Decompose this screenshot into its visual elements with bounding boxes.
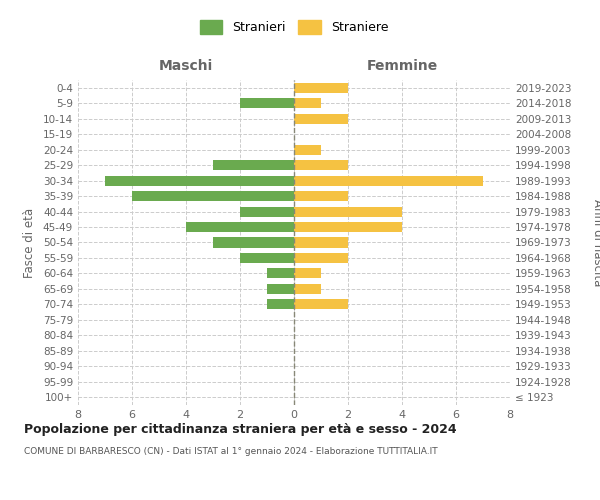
Bar — [240, 206, 294, 216]
Text: Maschi: Maschi — [159, 58, 213, 72]
Bar — [294, 98, 321, 108]
Bar — [267, 268, 294, 278]
Y-axis label: Fasce di età: Fasce di età — [23, 208, 36, 278]
Text: Femmine: Femmine — [367, 58, 437, 72]
Bar — [294, 176, 483, 186]
Bar — [294, 114, 348, 124]
Bar — [267, 300, 294, 310]
Bar — [294, 268, 321, 278]
Bar — [132, 191, 294, 201]
Bar — [267, 284, 294, 294]
Bar — [294, 253, 348, 263]
Bar — [294, 300, 348, 310]
Bar — [240, 98, 294, 108]
Bar — [294, 284, 321, 294]
Bar — [186, 222, 294, 232]
Bar — [294, 160, 348, 170]
Bar — [213, 238, 294, 248]
Bar — [105, 176, 294, 186]
Bar — [294, 238, 348, 248]
Bar — [294, 206, 402, 216]
Bar — [294, 82, 348, 93]
Bar — [294, 222, 402, 232]
Legend: Stranieri, Straniere: Stranieri, Straniere — [195, 14, 393, 39]
Bar — [240, 253, 294, 263]
Text: Popolazione per cittadinanza straniera per età e sesso - 2024: Popolazione per cittadinanza straniera p… — [24, 422, 457, 436]
Y-axis label: Anni di nascita: Anni di nascita — [591, 199, 600, 286]
Bar — [294, 144, 321, 154]
Text: COMUNE DI BARBARESCO (CN) - Dati ISTAT al 1° gennaio 2024 - Elaborazione TUTTITA: COMUNE DI BARBARESCO (CN) - Dati ISTAT a… — [24, 448, 437, 456]
Bar — [294, 191, 348, 201]
Bar — [213, 160, 294, 170]
